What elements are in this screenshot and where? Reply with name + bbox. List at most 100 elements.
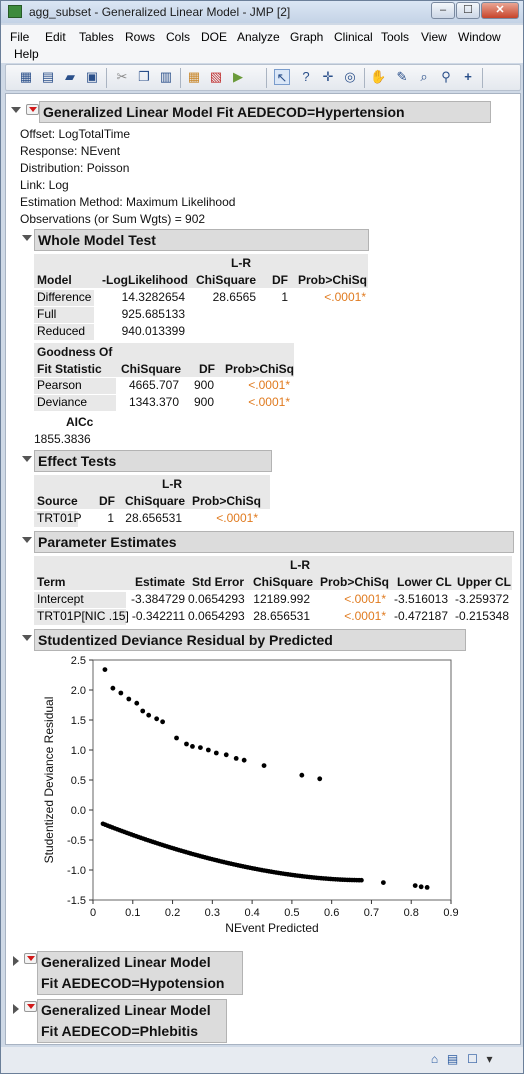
effect-col-prob: Prob>ChiSq [192, 494, 262, 508]
collapsed-outline-hypotension[interactable]: Generalized Linear Model Fit AEDECOD=Hyp… [37, 951, 243, 995]
gof-header-2: Fit Statistic [37, 362, 102, 376]
red-triangle-menu-icon[interactable] [24, 953, 37, 964]
x-tick-label: 0.5 [284, 907, 299, 919]
lasso-tool-icon[interactable]: ◎ [344, 69, 356, 84]
data-point [261, 763, 267, 768]
menu-tools[interactable]: Tools [381, 30, 410, 44]
data-point [174, 735, 179, 741]
x-axis-label: NEvent Predicted [225, 921, 318, 935]
menu-window[interactable]: Window [458, 30, 501, 44]
maximize-button[interactable]: ☐ [456, 2, 480, 19]
menu-file[interactable]: File [10, 30, 30, 44]
chevron-down-icon[interactable]: ▾ [486, 1052, 493, 1066]
x-tick-label: 0 [90, 907, 96, 919]
plus-icon[interactable]: + [464, 69, 472, 84]
disclosure-open-icon[interactable] [22, 635, 32, 641]
home-icon[interactable]: ⌂ [430, 1052, 439, 1066]
pdf-icon[interactable]: ▧ [209, 69, 223, 84]
close-button[interactable]: ✕ [481, 2, 519, 19]
data-point [213, 750, 219, 756]
arrow-tool-icon[interactable]: ↖ [274, 69, 290, 85]
data-point [154, 716, 160, 722]
effect-col-chisquare: ChiSquare [125, 494, 186, 508]
x-tick-label: 0.8 [404, 907, 419, 919]
menu-cols[interactable]: Cols [166, 30, 191, 44]
effect-col-source: Source [37, 494, 78, 508]
trt-lower-cl: -0.472187 [393, 609, 448, 623]
param-col-lower-cl: Lower CL [397, 575, 452, 589]
menu-rows[interactable]: Rows [125, 30, 156, 44]
row-full: Full [34, 307, 94, 323]
minimize-button[interactable]: – [431, 2, 455, 19]
window-title: agg_subset - Generalized Linear Model - … [29, 5, 291, 19]
x-tick-label: 0.7 [364, 907, 379, 919]
main-outline-title: Generalized Linear Model Fit AEDECOD=Hyp… [39, 101, 491, 123]
data-grid-icon[interactable]: ▦ [187, 69, 201, 84]
intercept-chisq: 12189.992 [253, 592, 310, 606]
disclosure-closed-icon[interactable] [13, 1004, 19, 1014]
crosshair-tool-icon[interactable]: ✛ [322, 69, 334, 84]
window-list-icon[interactable]: ▤ [446, 1052, 459, 1066]
disclosure-open-icon[interactable] [22, 235, 32, 241]
whole-model-header [34, 254, 368, 288]
menu-doe[interactable]: DOE [201, 30, 228, 44]
data-point [418, 884, 424, 890]
brush-tool-icon[interactable]: ✎ [396, 69, 408, 84]
red-triangle-menu-icon[interactable] [26, 104, 39, 115]
menu-graph[interactable]: Graph [290, 30, 324, 44]
cut-icon[interactable]: ✂ [116, 69, 128, 84]
collapsed-outline-phlebitis[interactable]: Generalized Linear Model Fit AEDECOD=Phl… [37, 999, 227, 1043]
paste-icon[interactable]: ▥ [159, 69, 173, 84]
disclosure-closed-icon[interactable] [13, 956, 19, 966]
intercept-estimate: -3.384729 [130, 592, 185, 606]
data-point [134, 700, 140, 706]
zoom-icon[interactable]: ⚲ [441, 69, 451, 84]
whole-model-test-title: Whole Model Test [34, 229, 369, 251]
trt-chisq: 28.656531 [253, 609, 310, 623]
data-point [317, 776, 323, 782]
magnifier-icon[interactable]: ⌕ [420, 69, 428, 84]
menu-clinical[interactable]: Clinical [334, 30, 373, 44]
data-point [359, 877, 364, 883]
new-script-icon[interactable]: ▤ [41, 69, 55, 84]
disclosure-open-icon[interactable] [22, 537, 32, 543]
data-point [190, 744, 195, 749]
info-estimation-method: Estimation Method: Maximum Likelihood [20, 195, 236, 209]
aicc-value: 1855.3836 [34, 432, 91, 446]
data-point [205, 747, 211, 753]
menu-analyze[interactable]: Analyze [237, 30, 280, 44]
open-icon[interactable]: ▰ [65, 69, 75, 84]
toolbar: ▦ ▤ ▰ ▣ ✂ ❐ ▥ ▦ ▧ ▶ ↖ ? ✛ ◎ ✋ ✎ ⌕ ⚲ + [5, 64, 521, 91]
menu-view[interactable]: View [421, 30, 447, 44]
x-tick-label: 0.9 [443, 907, 458, 919]
help-tool-icon[interactable]: ? [302, 69, 310, 84]
disclosure-open-icon[interactable] [11, 107, 21, 113]
data-point [140, 708, 146, 714]
param-col-std-error: Std Error [192, 575, 245, 589]
menu-help[interactable]: Help [14, 47, 39, 61]
menu-edit[interactable]: Edit [45, 30, 66, 44]
intercept-prob: <.0001* [344, 592, 386, 606]
menu-tables[interactable]: Tables [79, 30, 114, 44]
gof-col-df: DF [199, 362, 215, 376]
col-prob: Prob>ChiSq [298, 273, 368, 287]
row-difference: Difference [34, 290, 94, 306]
new-data-table-icon[interactable]: ▦ [19, 69, 33, 84]
row-reduced: Reduced [34, 324, 94, 340]
run-icon[interactable]: ▶ [233, 69, 243, 84]
data-point [424, 885, 430, 890]
x-tick-label: 0.4 [244, 907, 259, 919]
deviance-prob: <.0001* [248, 395, 290, 409]
goodness-of-fit-header [34, 343, 294, 377]
checkbox-icon[interactable]: ☐ [467, 1052, 478, 1066]
hand-tool-icon[interactable]: ✋ [370, 69, 387, 84]
row-trt01p: TRT01P [34, 511, 81, 527]
copy-icon[interactable]: ❐ [138, 69, 150, 84]
intercept-lower-cl: -3.516013 [393, 592, 448, 606]
data-point [110, 685, 116, 691]
trt01p-df: 1 [107, 511, 114, 525]
effect-tests-title: Effect Tests [34, 450, 272, 472]
save-icon[interactable]: ▣ [85, 69, 99, 84]
disclosure-open-icon[interactable] [22, 456, 32, 462]
red-triangle-menu-icon[interactable] [24, 1001, 37, 1012]
